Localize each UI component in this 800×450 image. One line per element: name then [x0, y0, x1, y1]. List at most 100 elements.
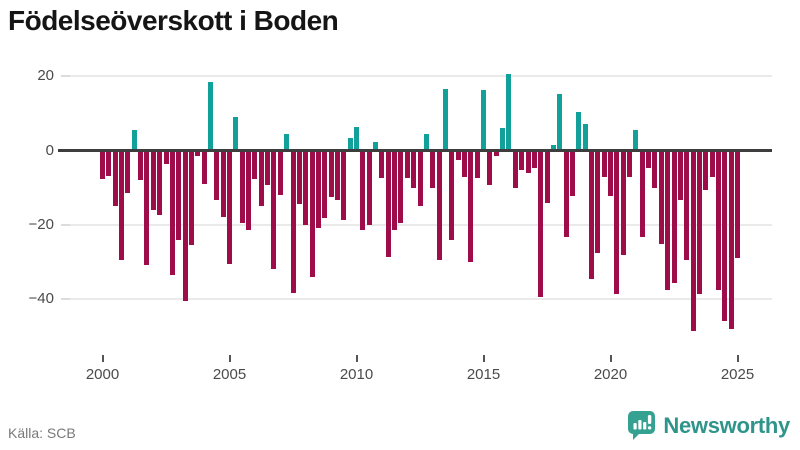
x-axis-tick: [609, 355, 612, 362]
bar-2002-Q4: [169, 152, 175, 275]
bar-2013-Q3: [442, 89, 448, 149]
y-axis-label: 0: [45, 141, 54, 159]
newsworthy-bubble-chart-icon: [627, 410, 656, 441]
x-axis-tick: [228, 355, 231, 362]
bar-2009-Q1: [328, 152, 334, 197]
x-axis-tick: [736, 355, 739, 362]
bar-2019-Q2: [589, 152, 594, 279]
bar-2016-Q3: [519, 152, 525, 170]
bar-2022-Q1: [658, 152, 664, 245]
bar-2003-Q4: [195, 152, 201, 157]
zero-axis-line: [65, 149, 772, 152]
bar-2002-Q2: [157, 152, 163, 216]
bar-2009-Q3: [341, 152, 347, 220]
bar-2013-Q1: [430, 152, 436, 189]
newsworthy-logo[interactable]: Newsworthy: [627, 410, 790, 441]
bar-2012-Q3: [417, 152, 423, 207]
y-axis-tick: [61, 297, 70, 300]
bar-2002-Q1: [150, 152, 156, 210]
bar-2007-Q3: [290, 152, 296, 294]
bar-2002-Q3: [163, 152, 169, 164]
bar-2004-Q3: [214, 152, 220, 201]
bar-2009-Q4: [347, 137, 353, 149]
x-axis-tick: [355, 355, 358, 362]
bar-2013-Q4: [449, 152, 455, 240]
source-note: Källa: SCB: [8, 425, 76, 441]
bar-2024-Q4: [728, 152, 734, 329]
x-axis-label-2000: 2000: [85, 366, 120, 383]
bar-2013-Q2: [436, 152, 442, 260]
bar-2015-Q3: [493, 152, 499, 157]
y-axis-tick: [61, 75, 70, 78]
bar-2001-Q2: [131, 130, 137, 149]
x-axis-label-2015: 2015: [466, 366, 501, 383]
bar-2016-Q4: [525, 152, 531, 174]
bar-2021-Q4: [652, 152, 658, 189]
gridline--20: [65, 223, 772, 226]
gridline--40: [65, 297, 772, 300]
page-title: Födelseöverskott i Boden: [8, 5, 339, 36]
bar-2023-Q2: [690, 152, 696, 331]
bar-2019-Q3: [595, 152, 601, 254]
bar-2005-Q3: [239, 152, 245, 224]
bar-2020-Q3: [620, 152, 626, 256]
bar-2005-Q4: [246, 152, 251, 230]
bar-2025-Q1: [735, 152, 740, 259]
bar-2012-Q2: [411, 152, 417, 189]
bar-2021-Q3: [646, 152, 652, 169]
bar-2016-Q1: [506, 74, 512, 149]
bar-2022-Q4: [677, 152, 683, 200]
bar-2023-Q4: [703, 152, 709, 190]
bar-2019-Q4: [601, 152, 607, 178]
x-axis-tick: [482, 355, 485, 362]
bar-2017-Q4: [550, 145, 556, 149]
bar-2018-Q1: [557, 93, 563, 149]
bar-2008-Q3: [315, 152, 321, 229]
bar-2007-Q1: [277, 152, 283, 195]
bar-2010-Q4: [373, 141, 379, 149]
bar-2010-Q1: [354, 126, 359, 149]
bar-2001-Q1: [125, 152, 131, 193]
bar-2005-Q2: [233, 116, 239, 149]
bar-2014-Q3: [468, 152, 474, 262]
bar-2018-Q2: [563, 152, 569, 237]
bar-2010-Q2: [360, 152, 366, 231]
x-axis-label-2010: 2010: [339, 366, 374, 383]
bar-2001-Q3: [138, 152, 144, 181]
bar-2001-Q4: [144, 152, 150, 265]
bar-2003-Q2: [182, 152, 188, 301]
bar-2009-Q2: [334, 152, 340, 200]
bar-2018-Q3: [569, 152, 575, 196]
bar-2008-Q1: [303, 152, 309, 225]
x-axis-tick: [101, 355, 104, 362]
bar-2012-Q1: [404, 152, 410, 179]
bar-2008-Q4: [322, 152, 328, 219]
bar-2015-Q2: [487, 152, 493, 185]
bar-2016-Q2: [512, 152, 518, 189]
bar-2000-Q3: [112, 152, 118, 207]
bar-2006-Q4: [271, 152, 277, 270]
bar-2011-Q1: [379, 152, 385, 179]
bar-2007-Q2: [284, 134, 290, 149]
bar-2018-Q4: [576, 112, 582, 149]
bar-2004-Q2: [207, 82, 213, 149]
bar-2006-Q2: [258, 152, 264, 207]
bar-2020-Q2: [614, 152, 620, 295]
bar-2004-Q1: [201, 152, 207, 184]
bar-2011-Q4: [398, 152, 404, 223]
newsworthy-wordmark: Newsworthy: [663, 412, 790, 438]
bar-2020-Q4: [627, 152, 632, 177]
bar-2005-Q1: [227, 152, 232, 264]
bar-2014-Q4: [474, 152, 480, 179]
bar-2019-Q1: [582, 123, 588, 149]
bar-2007-Q4: [296, 152, 302, 204]
x-axis-label-2005: 2005: [212, 366, 247, 383]
bar-2023-Q1: [684, 152, 690, 260]
bar-2022-Q2: [665, 152, 671, 290]
gridline-20: [65, 75, 772, 78]
bar-2021-Q2: [639, 152, 645, 237]
bar-2006-Q3: [265, 152, 271, 185]
bar-2011-Q2: [385, 152, 391, 257]
y-axis-tick: [61, 223, 70, 226]
x-axis-label-2025: 2025: [720, 366, 755, 383]
